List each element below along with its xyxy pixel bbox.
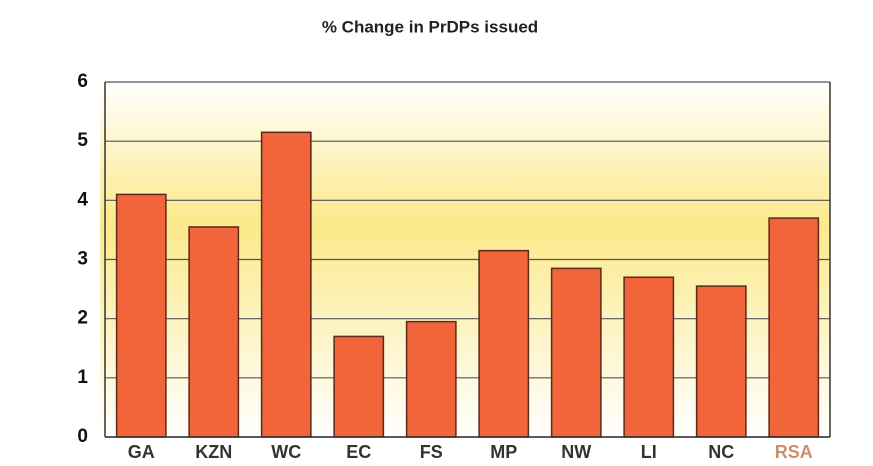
y-tick-label: 4 [77,189,88,210]
y-tick-label: 1 [77,367,88,388]
x-tick-label: EC [346,442,371,462]
x-tick-label: KZN [195,442,232,462]
x-tick-label: FS [420,442,443,462]
bar [478,249,530,438]
x-tick-label: RSA [775,442,813,462]
x-tick-label: NW [561,442,591,462]
y-tick-label: 2 [77,308,88,329]
x-tick-label: GA [128,442,155,462]
x-tick-label: NC [708,442,734,462]
y-tick-label: 6 [77,71,88,92]
y-tick-label: 0 [77,426,88,447]
y-tick-label: 5 [77,130,88,151]
bar [768,217,820,438]
x-tick-label: WC [271,442,301,462]
bar [550,267,602,438]
bar [260,131,312,438]
bar [405,320,457,438]
chart-title: % Change in PrDPs issued [322,17,538,36]
y-tick-label: 3 [77,249,88,270]
x-tick-label: LI [641,442,657,462]
bar [188,226,240,438]
bar [115,193,167,438]
bar [695,285,747,438]
bar [333,335,385,438]
x-tick-label: MP [490,442,517,462]
bar [623,276,675,438]
